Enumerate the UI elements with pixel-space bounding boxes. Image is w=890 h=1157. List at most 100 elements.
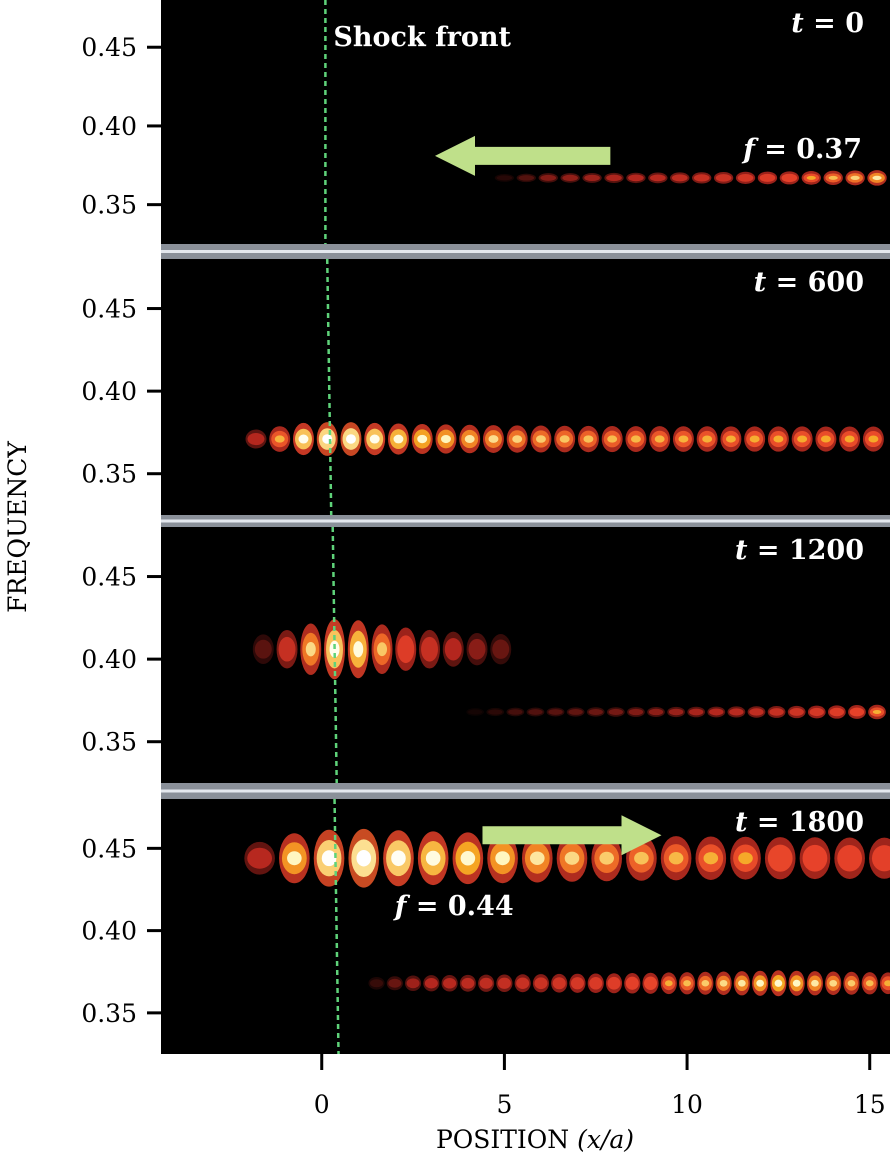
band-core <box>512 435 523 443</box>
y-tick-label: 0.40 <box>81 645 137 674</box>
band-bead <box>528 709 543 715</box>
panel-separator-highlight <box>161 519 890 523</box>
x-tick-label: 0 <box>314 1090 330 1119</box>
x-tick-label: 5 <box>496 1090 512 1119</box>
band-core <box>377 642 388 657</box>
band-core <box>683 980 691 987</box>
band-bead <box>693 174 710 182</box>
band-bead <box>254 639 272 659</box>
band-bead <box>749 708 764 716</box>
band-bead <box>496 175 513 181</box>
band-core <box>868 435 879 443</box>
band-bead <box>628 174 644 182</box>
band-bead <box>492 639 510 659</box>
band-bead <box>388 978 402 988</box>
band-core <box>345 434 356 444</box>
panel-background <box>161 259 890 515</box>
band-core <box>738 979 746 987</box>
band-core <box>811 979 819 987</box>
band-bead <box>468 709 483 715</box>
intensity-band <box>252 619 512 680</box>
band-bead <box>552 977 566 990</box>
band-core <box>417 434 428 444</box>
band-bead <box>737 173 754 182</box>
band-bead <box>421 636 438 662</box>
band-core <box>460 850 476 866</box>
panel-background <box>161 0 890 244</box>
band-core <box>440 434 451 444</box>
band-core <box>719 979 728 987</box>
band-core <box>872 709 882 715</box>
band-bead <box>370 979 384 988</box>
panel-separator-highlight <box>161 250 890 253</box>
band-bead <box>497 977 511 989</box>
band-bead <box>607 976 621 990</box>
y-tick-label: 0.35 <box>81 460 137 489</box>
time-symbol: t <box>754 267 767 298</box>
y-tick-label: 0.35 <box>81 728 137 757</box>
band-core <box>529 851 545 866</box>
band-bead <box>247 847 273 869</box>
band-bead <box>534 977 548 990</box>
panel-content <box>244 799 890 1054</box>
band-core <box>702 435 713 443</box>
band-core <box>464 435 475 444</box>
time-value: = 0 <box>804 8 864 39</box>
band-core <box>305 642 316 657</box>
band-core <box>287 851 302 866</box>
band-bead <box>715 174 732 182</box>
band-core <box>703 852 719 865</box>
band-core <box>749 435 760 443</box>
band-bead <box>540 174 557 181</box>
band-bead <box>562 174 578 181</box>
y-tick-label: 0.40 <box>81 917 137 946</box>
band-core <box>391 850 406 867</box>
band-core <box>298 434 309 444</box>
band-bead <box>849 707 865 717</box>
band-bead <box>871 845 890 872</box>
band-bead <box>759 173 776 182</box>
band-core <box>773 435 784 443</box>
y-tick-label: 0.35 <box>81 999 137 1028</box>
band-core <box>329 640 340 658</box>
frequency-symbol: f <box>741 134 759 165</box>
frequency-annotation: f = 0.44 <box>393 891 514 922</box>
band-bead <box>709 708 724 716</box>
band-core <box>353 641 364 658</box>
band-core <box>425 850 441 866</box>
band-bead <box>606 174 622 182</box>
band-core <box>583 435 594 443</box>
band-core <box>599 851 614 865</box>
band-bead <box>650 174 666 182</box>
band-bead <box>767 844 793 872</box>
band-core <box>701 980 710 987</box>
frequency-symbol: f <box>393 891 411 922</box>
band-core <box>725 435 736 443</box>
band-bead <box>443 977 457 989</box>
band-core <box>559 435 570 443</box>
shock-front-label: Shock front <box>333 22 511 53</box>
band-bead <box>668 708 684 716</box>
intensity-band <box>245 422 884 456</box>
band-bead <box>781 173 798 183</box>
band-bead <box>518 175 535 181</box>
panel-content <box>245 259 884 515</box>
band-bead <box>671 174 688 182</box>
shock-front-line <box>333 799 340 1054</box>
band-bead <box>628 708 644 716</box>
band-core <box>274 435 285 443</box>
band-core <box>844 435 855 443</box>
y-tick-label: 0.45 <box>81 834 137 863</box>
band-bead <box>247 432 265 446</box>
band-core <box>356 849 372 867</box>
band-bead <box>570 977 584 990</box>
right-arrow-icon <box>482 815 662 856</box>
band-core <box>820 435 831 443</box>
band-bead <box>508 709 523 715</box>
panel-2: t = 600 <box>161 259 890 515</box>
time-label: t = 600 <box>754 267 864 298</box>
band-bead <box>608 708 624 716</box>
band-core <box>321 850 337 867</box>
band-core <box>806 175 816 180</box>
y-tick-label: 0.40 <box>81 112 137 141</box>
